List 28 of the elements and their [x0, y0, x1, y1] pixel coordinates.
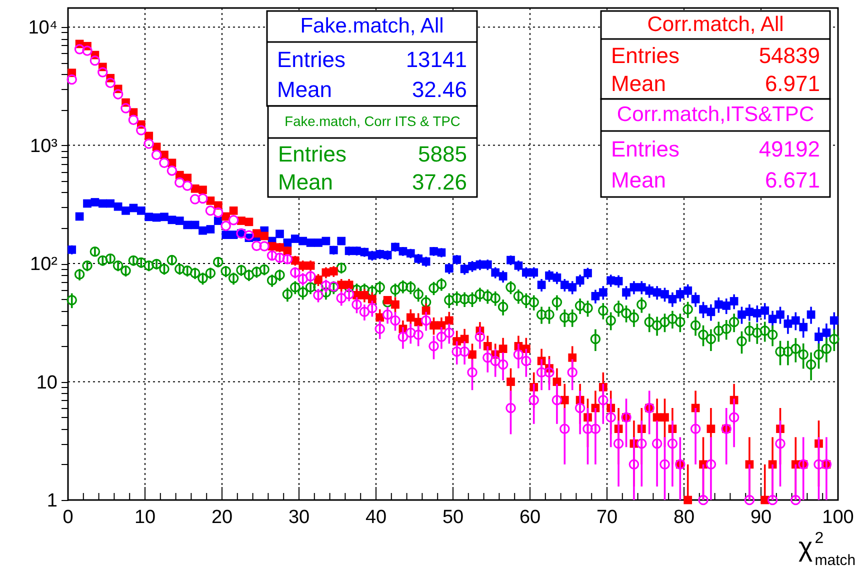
x-tick-label: 10 — [134, 507, 156, 528]
x-tick-label: 20 — [211, 507, 233, 528]
y-tick-label: 10² — [30, 254, 58, 276]
text: Fake.match, All — [300, 14, 444, 38]
x-tick-label: 90 — [750, 507, 772, 528]
text: Mean 37.26 — [278, 169, 467, 194]
x-tick-label: 100 — [822, 507, 854, 528]
text: Corr.match, All — [647, 13, 784, 36]
x-tick-label: 60 — [519, 507, 541, 528]
text: Mean 6.671 — [611, 168, 820, 192]
x-tick-label: 80 — [673, 507, 695, 528]
text: Entries 54839 — [611, 42, 820, 68]
text: Entries 5885 — [278, 142, 467, 167]
y-tick-label: 1 — [46, 490, 58, 512]
x-tick-label: 0 — [62, 507, 74, 528]
text: Mean 32.46 — [277, 77, 467, 102]
text: Entries 13141 — [277, 46, 467, 72]
text: Corr.match,ITS&TPC — [616, 103, 814, 126]
text: Fake.match, Corr ITS & TPC — [284, 114, 460, 129]
y-tick-label: 10⁴ — [28, 18, 58, 39]
text: Mean 6.971 — [611, 71, 820, 96]
x-tick-label: 30 — [288, 507, 310, 528]
x-tick-label: 70 — [596, 507, 618, 528]
x-tick-label: 40 — [365, 507, 387, 528]
x-tick-label: 50 — [442, 507, 464, 528]
y-tick-label: 10 — [36, 372, 58, 394]
text: Entries 49192 — [611, 136, 820, 162]
y-tick-label: 10³ — [30, 136, 58, 157]
